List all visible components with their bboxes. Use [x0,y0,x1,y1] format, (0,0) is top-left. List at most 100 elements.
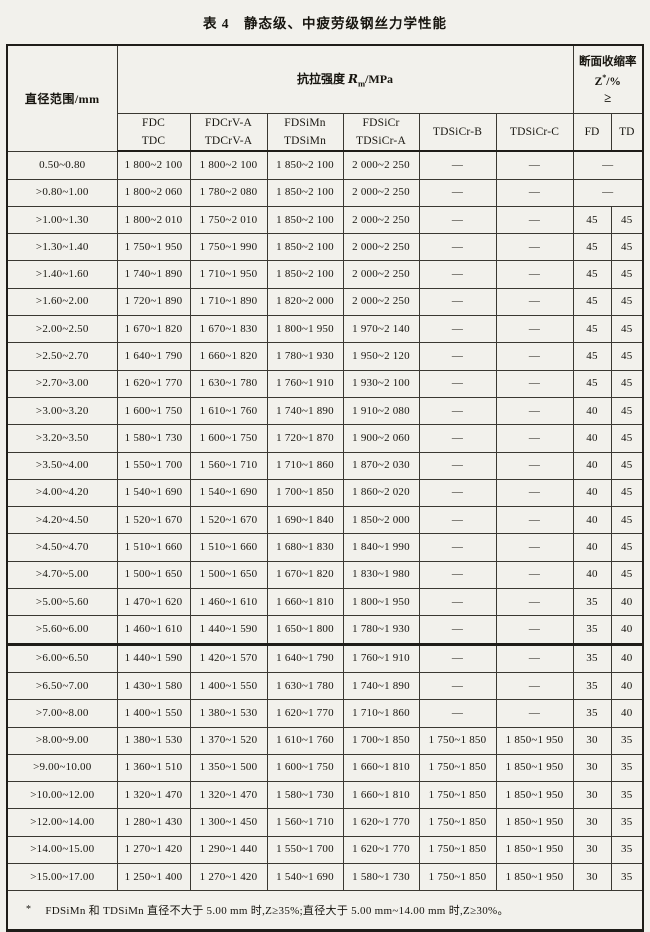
reduction-td-cell: 35 [610,726,644,755]
tensile-strength-cell: 1 370~1 520 [189,726,268,755]
table-row: >2.70~3.00 1 620~1 770 1 630~1 780 1 760~1 … [6,369,644,398]
tensile-strength-cell: 1 800~2 060 [116,178,191,207]
reduction-fd-cell: 45 [572,342,612,371]
tensile-strength-cell: 1 660~1 810 [342,781,420,810]
tensile-strength-cell: 1 710~1 890 [189,287,268,317]
tensile-strength-cell: 1 610~1 760 [266,726,344,755]
reduction-value-cell: — [572,150,644,180]
tensile-strength-cell: 1 550~1 700 [266,835,344,865]
tensile-strength-cell: 1 660~1 820 [189,342,268,371]
table-row: >0.80~1.00 1 800~2 060 1 780~2 080 1 850~2 … [6,178,644,207]
tensile-strength-cell: — [495,615,574,645]
table-row: >2.50~2.70 1 640~1 790 1 660~1 820 1 780~1 … [6,342,644,371]
tensile-strength-cell: — [418,699,497,728]
diameter-range-cell: >10.00~12.00 [6,781,118,810]
tensile-strength-cell: 1 710~1 950 [189,260,268,289]
tensile-strength-cell: — [495,533,574,562]
tensile-strength-cell: 1 620~1 770 [342,835,420,865]
tensile-strength-cell: 1 300~1 450 [189,808,268,837]
diameter-range-cell: >7.00~8.00 [6,699,118,728]
tensile-strength-cell: — [495,396,574,426]
table-row: >15.00~17.00 1 250~1 400 1 270~1 420 1 540~… [6,862,644,892]
diameter-range-cell: >4.00~4.20 [6,478,118,508]
tensile-strength-cell: 1 420~1 570 [189,642,268,673]
table-footer: * FDSiMn 和 TDSiMn 直径不大于 5.00 mm 时,Z≥35%;直… [6,890,644,932]
tensile-strength-cell: — [495,369,574,398]
diameter-range-cell: 0.50~0.80 [6,150,118,180]
reduction-fd-cell: 40 [572,396,612,426]
tensile-strength-cell: 1 560~1 710 [189,451,268,480]
tensile-strength-cell: 1 750~2 010 [189,205,268,235]
diameter-range-cell: >2.00~2.50 [6,315,118,344]
tensile-strength-cell: 1 380~1 530 [116,726,191,755]
table-header: 直径范围/mm 抗拉强度 Rm/MPa 断面收缩率 Z*/% ≥ FDC TDC … [6,44,644,153]
column-header-reduction-of-area: 断面收缩率 Z*/% ≥ [572,44,644,114]
reduction-fd-cell: 45 [572,233,612,262]
tensile-strength-cell: — [495,287,574,317]
reduction-fd-cell: 30 [572,726,612,755]
tensile-strength-cell: 2 000~2 250 [342,260,420,289]
reduction-td-cell: 45 [610,342,644,371]
reduction-fd-cell: 45 [572,205,612,235]
diameter-range-cell: >9.00~10.00 [6,753,118,783]
footnote-row: * FDSiMn 和 TDSiMn 直径不大于 5.00 mm 时,Z≥35%;直… [6,890,644,932]
diameter-range-cell: >14.00~15.00 [6,835,118,865]
table-row: >3.00~3.20 1 600~1 750 1 610~1 760 1 740~1 … [6,396,644,426]
diameter-range-cell: >8.00~9.00 [6,726,118,755]
column-header-grade-fdsimn: FDSiMn TDSiMn [266,112,344,153]
reduction-td-cell: 35 [610,808,644,837]
tensile-strength-cell: 1 870~2 030 [342,451,420,480]
reduction-fd-cell: 35 [572,588,612,617]
diameter-range-cell: >4.20~4.50 [6,506,118,535]
tensile-strength-cell: — [495,671,574,701]
tensile-strength-cell: 1 670~1 820 [266,560,344,590]
reduction-td-cell: 40 [610,588,644,617]
diameter-range-cell: >5.60~6.00 [6,615,118,645]
reduction-td-cell: 40 [610,699,644,728]
reduction-value-cell: — [572,178,644,207]
diameter-range-cell: >1.30~1.40 [6,233,118,262]
tensile-strength-cell: — [495,233,574,262]
column-header-fd: FD [572,112,612,153]
table-row: 0.50~0.80 1 800~2 100 1 800~2 100 1 850~2 1… [6,150,644,180]
tensile-strength-cell: 1 690~1 840 [266,506,344,535]
reduction-td-cell: 45 [610,533,644,562]
tensile-strength-cell: 1 640~1 790 [116,342,191,371]
diameter-range-cell: >1.60~2.00 [6,287,118,317]
table-row: >4.50~4.70 1 510~1 660 1 510~1 660 1 680~1 … [6,533,644,562]
tensile-strength-cell: 1 630~1 780 [189,369,268,398]
tensile-strength-cell: 1 740~1 890 [266,396,344,426]
tensile-strength-cell: 1 460~1 610 [189,588,268,617]
tensile-strength-cell: 1 850~2 100 [266,150,344,180]
table-row: >9.00~10.00 1 360~1 510 1 350~1 500 1 600~1… [6,753,644,783]
tensile-strength-cell: 1 910~2 080 [342,396,420,426]
tensile-strength-cell: — [418,451,497,480]
table-row: >12.00~14.00 1 280~1 430 1 300~1 450 1 560~… [6,808,644,837]
tensile-strength-cell: 1 750~1 850 [418,781,497,810]
tensile-symbol-subscript: m [357,78,366,89]
tensile-strength-cell: — [418,506,497,535]
column-header-grade-tdsicr-b: TDSiCr-B [418,112,497,153]
tensile-strength-cell: 1 750~1 850 [418,808,497,837]
tensile-strength-cell: — [418,150,497,180]
tensile-strength-cell: 1 850~2 100 [266,233,344,262]
tensile-strength-cell: 1 440~1 590 [116,642,191,673]
reduction-td-cell: 45 [610,424,644,453]
reduction-fd-cell: 35 [572,615,612,645]
table-row: >2.00~2.50 1 670~1 820 1 670~1 830 1 800~1 … [6,315,644,344]
tensile-strength-cell: 1 800~1 950 [266,315,344,344]
tensile-strength-cell: 1 430~1 580 [116,671,191,701]
tensile-strength-cell: — [418,424,497,453]
tensile-strength-cell: 1 400~1 550 [189,671,268,701]
reduction-td-cell: 45 [610,506,644,535]
tensile-strength-cell: 1 850~2 100 [266,260,344,289]
footnote-cell: * FDSiMn 和 TDSiMn 直径不大于 5.00 mm 时,Z≥35%;直… [6,890,644,932]
footnote-text: FDSiMn 和 TDSiMn 直径不大于 5.00 mm 时,Z≥35%;直径… [45,904,509,917]
tensile-strength-cell: 1 470~1 620 [116,588,191,617]
tensile-strength-cell: 1 610~1 760 [189,396,268,426]
tensile-strength-cell: 1 930~2 100 [342,369,420,398]
table-row: >4.00~4.20 1 540~1 690 1 540~1 690 1 700~1 … [6,478,644,508]
reduction-fd-cell: 30 [572,753,612,783]
reduction-td-cell: 45 [610,315,644,344]
